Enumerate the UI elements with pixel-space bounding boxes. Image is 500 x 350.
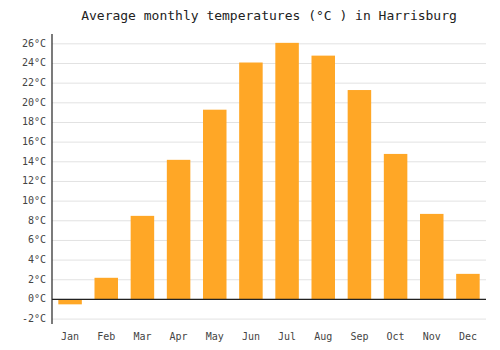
x-tick-label: May (206, 331, 224, 342)
y-tick-label: 10°C (22, 195, 46, 206)
x-tick-label: Oct (387, 331, 405, 342)
bar (311, 56, 335, 300)
title: Average monthly temperatures (°C ) in Ha… (81, 8, 457, 23)
x-tick-label: Aug (314, 331, 332, 342)
bar (348, 90, 372, 299)
y-axis-line (51, 34, 52, 324)
bar (58, 299, 82, 304)
y-tick-label: 12°C (22, 175, 46, 186)
y-tick-label: 4°C (28, 254, 46, 265)
grid (52, 44, 486, 319)
grid-line (52, 161, 486, 162)
grid-line (52, 142, 486, 143)
bar (456, 274, 480, 300)
bar (275, 43, 299, 300)
bar (203, 110, 227, 300)
y-tick-label: 2°C (28, 274, 46, 285)
bar (167, 160, 191, 300)
y-tick-label: 14°C (22, 156, 46, 167)
baseline (52, 299, 486, 300)
y-axis: -2°C 0°C 2°C 4°C 6°C 8°C 10°C 12°C 14°C 16°C 18°C 2… (22, 38, 46, 324)
bars (58, 43, 479, 304)
y-tick-label: 22°C (22, 77, 46, 88)
grid-line (52, 83, 486, 84)
page: {"chart_data": {"type": "bar", "title": … (0, 0, 500, 350)
x-tick-label: Dec (459, 331, 477, 342)
x-axis: Jan Feb Mar Apr May Jun Jul Aug Sep Oct Nov Dec (61, 331, 477, 342)
grid-line (52, 299, 486, 300)
grid-line (52, 63, 486, 64)
y-tick-label: 16°C (22, 136, 46, 147)
y-tick-label: 8°C (28, 215, 46, 226)
grid-line (52, 319, 486, 320)
bar (131, 216, 155, 300)
x-tick-label: Mar (133, 331, 151, 342)
grid-line (52, 43, 486, 44)
grid-line (52, 122, 486, 123)
grid-line (52, 201, 486, 202)
x-tick-label: Jan (61, 331, 79, 342)
x-tick-label: Sep (350, 331, 368, 342)
y-tick-label: 6°C (28, 234, 46, 245)
bar (384, 154, 408, 299)
x-tick-label: Nov (423, 331, 441, 342)
y-tick-label: 20°C (22, 97, 46, 108)
y-tick-label: 0°C (28, 293, 46, 304)
grid-line (52, 181, 486, 182)
grid-line (52, 102, 486, 103)
y-tick-label: -2°C (22, 313, 46, 324)
x-tick-label: Jun (242, 331, 260, 342)
y-tick-label: 18°C (22, 116, 46, 127)
bar (420, 214, 444, 300)
x-tick-label: Apr (170, 331, 188, 342)
y-tick-label: 24°C (22, 57, 46, 68)
x-tick-label: Jul (278, 331, 296, 342)
y-tick-label: 26°C (22, 38, 46, 49)
bar (94, 278, 118, 300)
bar (239, 63, 263, 300)
x-tick-label: Feb (97, 331, 115, 342)
chart: Average monthly temperatures (°C ) in Ha… (0, 0, 500, 350)
